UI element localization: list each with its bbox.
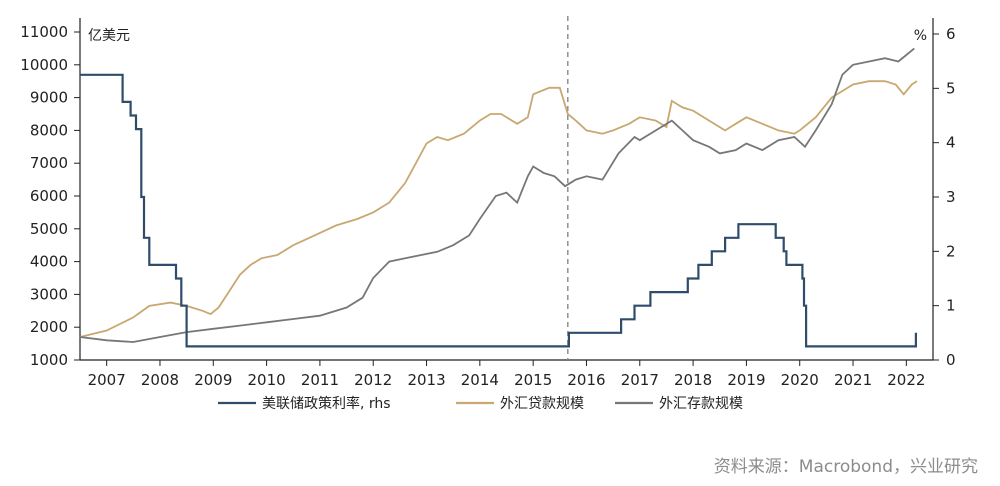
- x-tick-label: 2009: [194, 371, 232, 389]
- left-tick-label: 3000: [30, 285, 68, 303]
- x-tick-label: 2013: [407, 371, 445, 389]
- left-tick-label: 9000: [30, 89, 68, 107]
- x-tick-label: 2021: [834, 371, 872, 389]
- right-tick-label: 2: [946, 242, 956, 260]
- right-tick-label: 5: [946, 79, 956, 97]
- x-tick-label: 2018: [674, 371, 712, 389]
- x-tick-label: 2015: [514, 371, 552, 389]
- x-tick-label: 2014: [461, 371, 499, 389]
- left-tick-label: 4000: [30, 253, 68, 271]
- chart: 1000 2000 3000 4000 5000 6000 7000 8000 9000 1000…: [20, 16, 956, 412]
- left-tick-label: 8000: [30, 121, 68, 139]
- x-tick-label: 2008: [141, 371, 179, 389]
- x-tick-label: 2016: [567, 371, 605, 389]
- right-tick-label: 3: [946, 188, 956, 206]
- right-tick-label: 0: [946, 351, 956, 369]
- legend-label-2: 外汇存款规模: [659, 396, 743, 412]
- x-tick-label: 2019: [727, 371, 765, 389]
- right-tick-label: 4: [946, 134, 956, 152]
- left-tick-label: 1000: [30, 351, 68, 369]
- series-line-2: [79, 47, 915, 343]
- x-tick-label: 2007: [88, 371, 126, 389]
- series-line-0: [80, 73, 917, 348]
- x-tick-label: 2020: [781, 371, 819, 389]
- left-axis-unit: 亿美元: [88, 28, 130, 44]
- x-tick-label: 2022: [887, 371, 925, 389]
- legend-label-0: 美联储政策利率, rhs: [262, 395, 391, 412]
- series-layer: [79, 47, 918, 348]
- x-tick-label: 2010: [248, 371, 286, 389]
- left-tick-label: 6000: [30, 187, 68, 205]
- left-tick-label: 11000: [20, 23, 68, 41]
- left-tick-label: 5000: [30, 220, 68, 238]
- source-note: 资料来源：Macrobond，兴业研究: [713, 457, 978, 477]
- right-tick-label: 1: [946, 297, 956, 315]
- x-tick-label: 2011: [301, 371, 339, 389]
- series-line-1: [79, 80, 918, 338]
- left-tick-label: 2000: [30, 318, 68, 336]
- axes: 1000 2000 3000 4000 5000 6000 7000 8000 9000 1000…: [20, 16, 956, 389]
- left-tick-label: 10000: [20, 56, 68, 74]
- legend-label-1: 外汇贷款规模: [500, 396, 584, 412]
- left-tick-label: 7000: [30, 154, 68, 172]
- x-tick-label: 2017: [621, 371, 659, 389]
- x-tick-label: 2012: [354, 371, 392, 389]
- legend: 美联储政策利率, rhs 外汇贷款规模 外汇存款规模: [218, 395, 743, 412]
- right-axis-unit: %: [914, 28, 927, 44]
- right-tick-label: 6: [946, 25, 956, 43]
